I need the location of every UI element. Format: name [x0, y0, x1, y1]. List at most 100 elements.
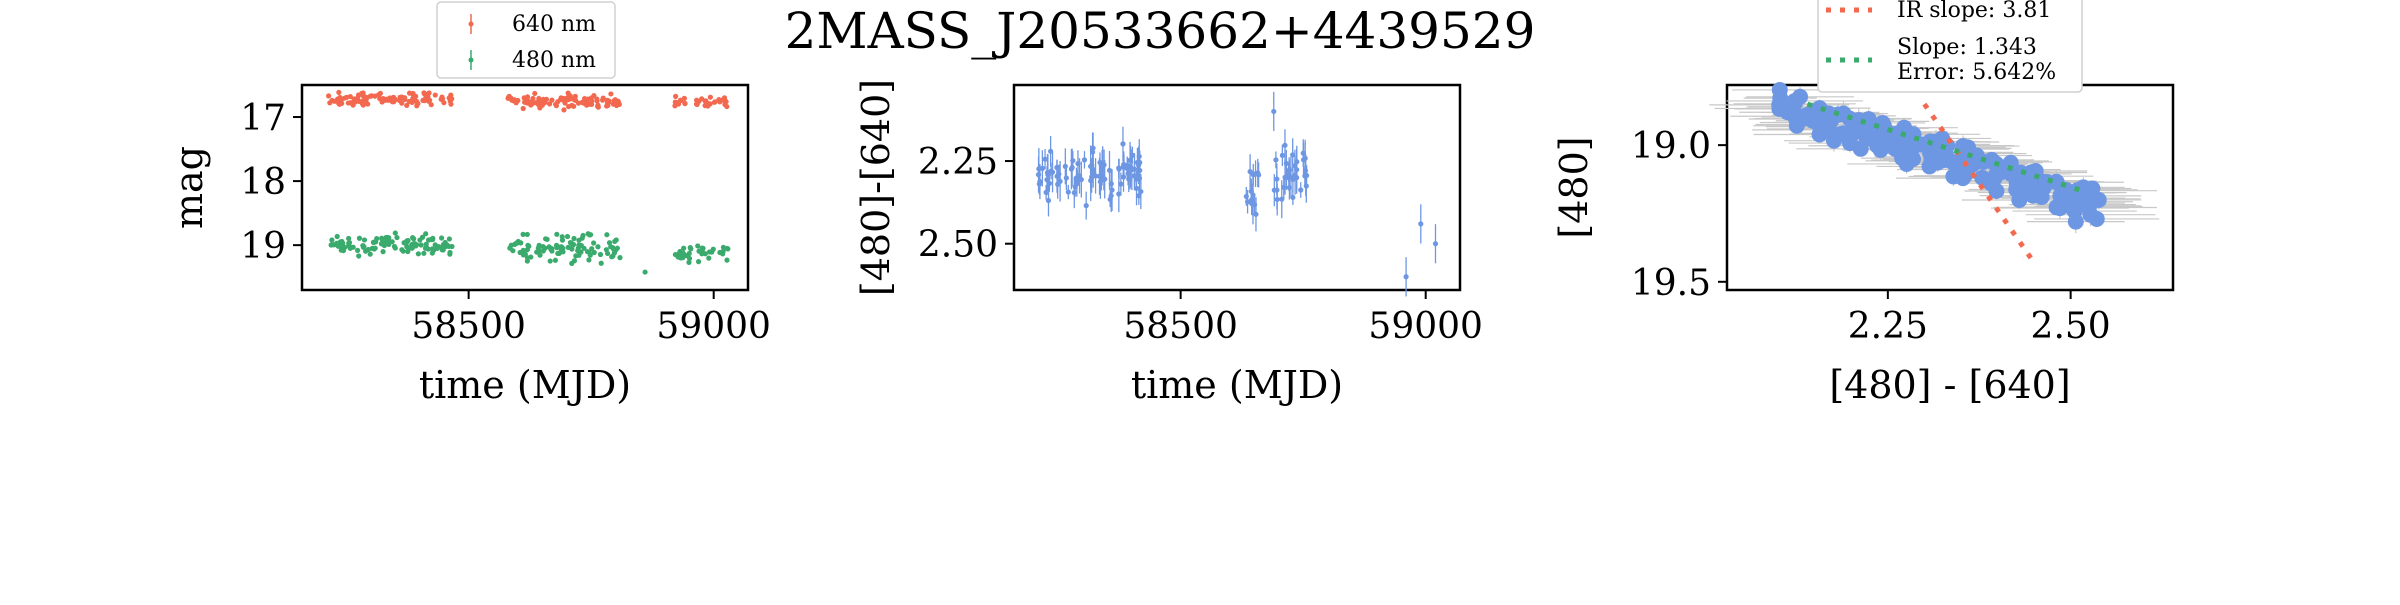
data-point — [1279, 196, 1285, 202]
data-point — [575, 248, 581, 254]
data-point — [570, 242, 576, 248]
data-point — [569, 260, 575, 266]
data-point — [552, 257, 558, 263]
data-point — [339, 238, 345, 245]
data-point — [695, 243, 701, 249]
data-point — [1294, 159, 1300, 165]
data-point — [549, 97, 555, 103]
data-point — [413, 98, 419, 104]
data-point — [391, 243, 398, 250]
x-tick-label: 59000 — [1368, 306, 1483, 347]
data-point — [1279, 152, 1285, 158]
data-point — [513, 240, 520, 246]
data-point — [554, 231, 560, 237]
legend-label: 640 nm — [512, 12, 596, 37]
y-axis-label: [480] — [1552, 136, 1596, 238]
data-point — [569, 102, 575, 109]
data-point — [699, 248, 705, 254]
data-point — [374, 236, 380, 242]
data-point — [558, 244, 564, 250]
data-point — [421, 250, 427, 256]
data-point — [1049, 169, 1056, 175]
data-point — [538, 99, 544, 105]
data-point — [591, 240, 597, 246]
data-point — [394, 234, 400, 241]
legend-label: Slope: 1.343 — [1897, 35, 2037, 60]
data-point — [610, 245, 616, 251]
data-point — [432, 242, 438, 248]
data-point — [1116, 166, 1122, 172]
data-point — [687, 244, 693, 251]
y-axis-label: mag — [167, 146, 211, 229]
series-480-nm — [328, 230, 731, 275]
data-point — [595, 244, 601, 250]
data-point — [380, 96, 386, 102]
data-point — [418, 242, 424, 248]
data-point — [326, 93, 332, 99]
y-tick-label: 2.25 — [918, 142, 998, 183]
data-point — [1056, 171, 1062, 177]
data-point — [392, 96, 398, 102]
data-point — [448, 101, 454, 107]
data-point — [608, 91, 614, 97]
data-point — [606, 240, 613, 246]
legend-box — [1817, 0, 2083, 93]
data-point — [584, 249, 591, 255]
data-point — [410, 90, 416, 97]
y-tick-label: 2.50 — [918, 225, 998, 266]
data-point — [1901, 139, 1918, 156]
data-point — [580, 232, 586, 239]
data-point — [1092, 173, 1099, 179]
x-tick-label: 2.25 — [1848, 306, 1928, 347]
data-point — [329, 237, 335, 243]
data-point — [561, 107, 567, 113]
data-point — [594, 103, 601, 109]
data-point — [706, 249, 713, 255]
data-point — [2048, 173, 2065, 190]
data-point — [1960, 139, 1977, 156]
y-axis-label: [480]-[640] — [854, 79, 898, 296]
data-point — [1039, 165, 1045, 171]
data-point — [331, 98, 338, 104]
data-point — [682, 100, 688, 106]
data-point — [2080, 199, 2097, 216]
data-point — [1974, 169, 1991, 186]
data-point — [415, 251, 421, 257]
legend-label: IR slope: 3.81 — [1897, 0, 2051, 23]
data-point — [520, 105, 526, 112]
data-point — [610, 253, 616, 259]
data-point — [533, 100, 540, 106]
data-point — [588, 232, 594, 238]
data-point — [356, 235, 363, 241]
data-point — [599, 97, 606, 103]
data-point — [1106, 167, 1113, 173]
data-point — [372, 93, 378, 99]
data-point — [337, 94, 343, 101]
data-point — [1283, 160, 1289, 166]
data-point — [705, 100, 711, 107]
data-point — [1273, 157, 1279, 163]
data-point — [617, 255, 623, 261]
data-point — [524, 94, 531, 100]
data-point — [1138, 188, 1144, 195]
data-point — [377, 90, 384, 97]
data-point — [1107, 196, 1113, 202]
data-point — [361, 237, 368, 243]
color-magnitude-panel: 2.25 2.50 19.0 19.5 [480] - [640] [480] IR slo… — [1552, 0, 2175, 407]
cmd-points — [1709, 81, 2160, 234]
data-point — [1844, 120, 1861, 137]
data-point — [336, 101, 343, 107]
data-point — [370, 239, 377, 246]
fit-line — [1806, 101, 2087, 194]
data-point — [724, 257, 730, 263]
data-point — [707, 94, 713, 100]
data-point — [380, 249, 386, 255]
data-point — [399, 100, 405, 106]
y-tick-label: 19 — [240, 226, 286, 267]
data-point — [1042, 156, 1048, 162]
x-tick-label: 58500 — [1123, 306, 1238, 347]
plot-frame — [1012, 83, 1462, 292]
data-point — [720, 251, 726, 257]
